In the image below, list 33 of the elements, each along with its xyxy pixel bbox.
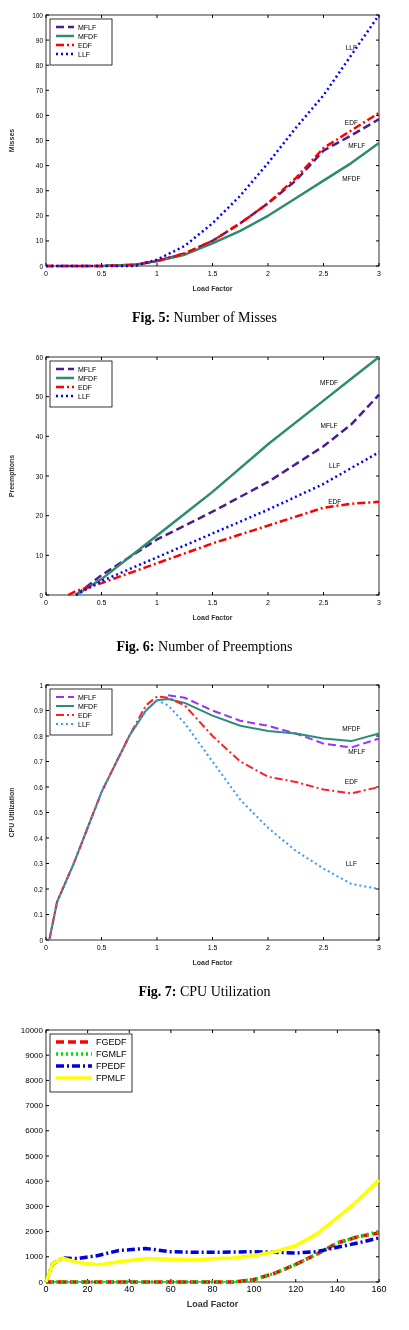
y-tick-label: 1000 — [25, 1252, 44, 1262]
x-tick-label: 60 — [165, 1284, 176, 1294]
x-axis-title: Load Factor — [186, 1299, 239, 1309]
text: Fig. 6: Number of Preemptions — [116, 639, 293, 654]
text: Fig. 7: CPU Utilization — [138, 984, 271, 999]
x-tick-label: 160 — [371, 1284, 387, 1294]
y-tick-label: 6000 — [25, 1126, 44, 1136]
y-tick-label: 2000 — [25, 1227, 44, 1237]
line-series — [44, 1178, 381, 1284]
x-tick-label: 80 — [207, 1284, 218, 1294]
y-tick-label: 5000 — [25, 1151, 44, 1161]
x-tick-label: 120 — [288, 1284, 304, 1294]
y-tick-label: 4000 — [25, 1176, 44, 1186]
y-tick-label: 7000 — [25, 1101, 44, 1111]
x-tick-label: 40 — [124, 1284, 135, 1294]
legend-label: FGEDF — [96, 1037, 127, 1047]
legend-label: FGMLF — [96, 1049, 127, 1059]
line-series — [74, 450, 381, 597]
legend-label: FPEDF — [96, 1061, 126, 1071]
y-tick-label: 8000 — [25, 1075, 44, 1085]
text: Fig. 5: Number of Misses — [131, 310, 278, 325]
line-series — [66, 500, 381, 597]
line-series — [74, 355, 381, 597]
line-series — [167, 694, 380, 749]
line-series — [44, 13, 381, 268]
x-tick-label: 100 — [246, 1284, 262, 1294]
x-tick-label: 140 — [329, 1284, 345, 1294]
y-tick-label: 9000 — [25, 1050, 44, 1060]
x-tick-label: 20 — [82, 1284, 93, 1294]
y-tick-label: 3000 — [25, 1201, 44, 1211]
legend-label: FPMLF — [96, 1073, 126, 1083]
y-tick-label: 10000 — [20, 1025, 44, 1035]
y-tick-label: 0 — [38, 1277, 44, 1287]
